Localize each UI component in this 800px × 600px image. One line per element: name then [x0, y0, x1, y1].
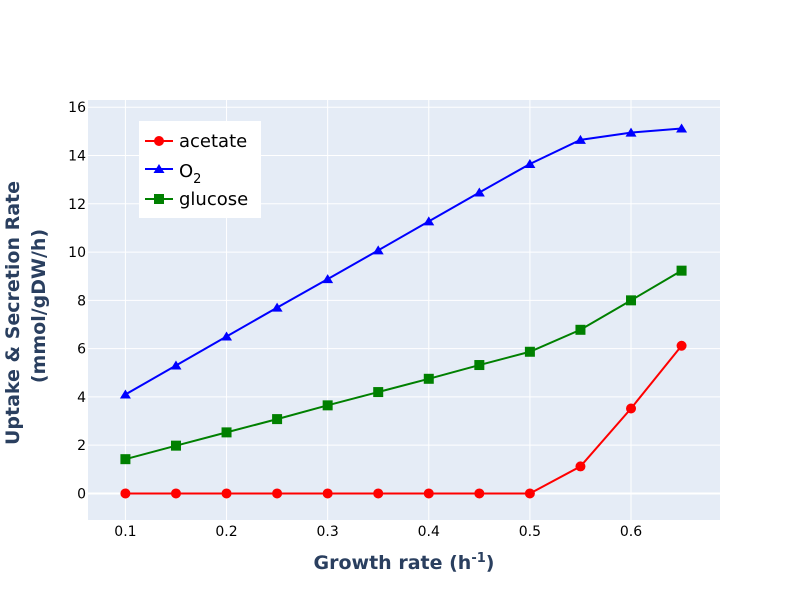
x-tick-label: 0.6	[620, 524, 642, 540]
y-tick-label: 14	[68, 149, 86, 165]
series-line-o2	[124, 127, 682, 396]
data-point-acetate	[676, 340, 687, 351]
data-point-o2	[170, 360, 182, 370]
data-point-acetate	[423, 488, 434, 499]
legend-marker-glucose	[154, 194, 164, 204]
series-line-acetate	[125, 345, 683, 495]
data-point-o2	[423, 216, 435, 226]
series-layer	[119, 123, 688, 499]
data-point-acetate	[272, 488, 283, 499]
legend-label-acetate: acetate	[179, 131, 247, 152]
data-point-glucose	[373, 387, 384, 398]
legend: acetate O2 glucose	[139, 121, 261, 218]
data-point-acetate	[120, 488, 131, 499]
x-axis-ticks: 0.1 0.2 0.3 0.4 0.5 0.6	[114, 524, 642, 540]
y-tick-label: 16	[68, 100, 86, 116]
y-tick-label: 8	[77, 293, 86, 309]
series-o2	[119, 123, 688, 399]
legend-label-glucose: glucose	[179, 189, 248, 210]
x-axis-title-tail: )	[486, 552, 495, 574]
data-point-acetate	[170, 488, 181, 499]
legend-marker-o2	[153, 164, 165, 173]
y-tick-label: 6	[77, 342, 86, 358]
data-point-o2	[574, 134, 586, 144]
legend-marker-acetate	[154, 136, 164, 146]
data-point-glucose	[322, 400, 333, 411]
data-point-glucose	[120, 454, 131, 465]
data-point-acetate	[221, 488, 232, 499]
data-point-o2	[676, 123, 688, 133]
x-axis-title-sup: -1	[471, 551, 485, 566]
x-tick-label: 0.1	[114, 524, 136, 540]
legend-label-o2: O2	[179, 161, 201, 187]
y-tick-label: 2	[77, 438, 86, 454]
data-point-o2	[119, 389, 131, 399]
data-point-acetate	[373, 488, 384, 499]
data-point-o2	[372, 245, 384, 255]
data-point-o2	[473, 187, 485, 197]
data-point-glucose	[676, 265, 687, 276]
data-point-o2	[322, 274, 334, 284]
series-line-glucose	[125, 269, 683, 461]
series-acetate	[120, 340, 687, 499]
data-point-o2	[625, 127, 637, 137]
data-point-acetate	[626, 403, 637, 414]
grid	[88, 100, 720, 520]
data-point-acetate	[575, 461, 586, 472]
data-point-o2	[221, 331, 233, 341]
y-axis-title: Uptake & Secretion Rate	[2, 181, 24, 445]
data-point-glucose	[474, 360, 485, 371]
data-point-o2	[271, 302, 283, 312]
x-tick-label: 0.4	[418, 524, 440, 540]
legend-label-o2-sub: 2	[193, 172, 201, 187]
x-tick-label: 0.2	[215, 524, 237, 540]
y-tick-label: 10	[68, 245, 86, 261]
y-tick-label: 4	[77, 390, 86, 406]
y-tick-label: 12	[68, 197, 86, 213]
data-point-acetate	[322, 488, 333, 499]
x-axis-title: Growth rate (h-1)	[314, 551, 495, 574]
data-point-acetate	[474, 488, 485, 499]
legend-label-o2-main: O	[179, 161, 193, 182]
y-tick-label: 0	[77, 486, 86, 502]
data-point-acetate	[524, 488, 535, 499]
data-point-glucose	[626, 295, 637, 306]
data-point-o2	[524, 158, 536, 168]
y-axis-title-units: (mmol/gDW/h)	[28, 229, 50, 383]
data-point-glucose	[423, 373, 434, 384]
series-glucose	[120, 265, 687, 465]
data-point-glucose	[524, 346, 535, 357]
x-tick-label: 0.5	[519, 524, 541, 540]
data-point-glucose	[221, 427, 232, 438]
x-tick-label: 0.3	[317, 524, 339, 540]
data-point-glucose	[575, 324, 586, 335]
data-point-glucose	[272, 414, 283, 425]
x-axis-title-main: Growth rate (h	[314, 552, 472, 574]
data-point-glucose	[170, 440, 181, 451]
y-axis-ticks: 0 2 4 6 8 10 12 14 16	[68, 100, 86, 502]
